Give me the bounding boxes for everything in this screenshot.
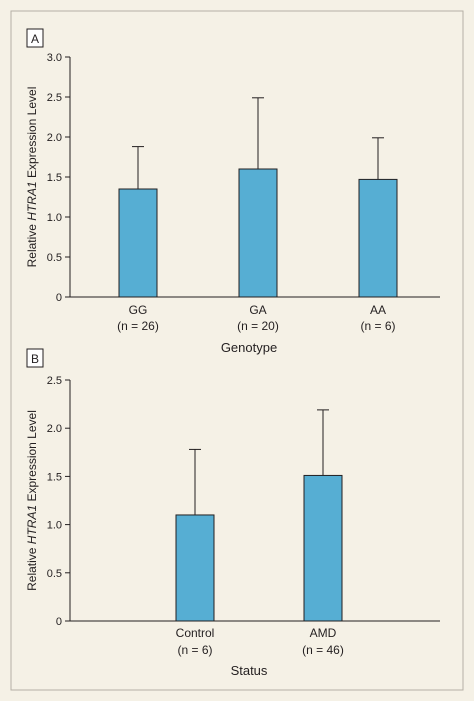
x-tick-label: GG — [129, 303, 148, 317]
x-tick-note: (n = 6) — [177, 643, 212, 657]
y-axis-label: Relative HTRA1 Expression Level — [25, 87, 39, 268]
y-axis-label-prefix: Relative — [25, 544, 39, 591]
bar-amd — [303, 474, 343, 622]
x-tick-label: Control — [176, 626, 215, 640]
y-tick-label: 3.0 — [47, 52, 62, 64]
bar-aa — [358, 178, 398, 298]
x-tick-note: (n = 26) — [117, 319, 159, 333]
panel-label-box — [26, 28, 44, 48]
y-axis-label-gene: HTRA1 — [25, 181, 39, 220]
x-tick-note: (n = 6) — [360, 319, 395, 333]
bar-ga — [238, 168, 278, 298]
y-tick-label: 1.0 — [47, 520, 62, 532]
y-axis-label-suffix: Expression Level — [25, 87, 39, 182]
y-tick-label: 2.5 — [47, 375, 62, 387]
bar-gg — [118, 188, 158, 298]
bar-control — [175, 514, 215, 622]
y-axis-label-prefix: Relative — [25, 221, 39, 268]
y-tick-label: 0.5 — [47, 568, 62, 580]
x-tick-label: AA — [370, 303, 386, 317]
y-tick-label: 0.5 — [47, 252, 62, 264]
panel-label: B — [31, 352, 39, 366]
x-tick-label: GA — [249, 303, 266, 317]
x-tick-label: AMD — [310, 626, 337, 640]
x-tick-note: (n = 20) — [237, 319, 279, 333]
y-tick-label: 0 — [56, 616, 62, 628]
x-axis-label: Genotype — [221, 340, 277, 355]
y-tick-label: 2.0 — [47, 423, 62, 435]
y-tick-label: 1.0 — [47, 212, 62, 224]
x-tick-note: (n = 46) — [302, 643, 344, 657]
panel-label: A — [31, 32, 39, 46]
y-axis-label: Relative HTRA1 Expression Level — [25, 410, 39, 591]
y-axis-label-gene: HTRA1 — [25, 505, 39, 544]
y-axis-label-suffix: Expression Level — [25, 410, 39, 505]
y-tick-label: 1.5 — [47, 471, 62, 483]
figure-border — [10, 10, 464, 691]
chart-panel-a: A 0 0.5 1.0 1.5 2.0 2.5 3.0 Relative HTRA1 Expre… — [25, 28, 440, 355]
y-tick-label: 1.5 — [47, 172, 62, 184]
chart-panel-b: B 0 0.5 1.0 1.5 2.0 2.5 Relative HTRA1 Expressi… — [25, 348, 440, 678]
panel-label-box — [26, 348, 44, 368]
y-tick-label: 2.0 — [47, 132, 62, 144]
y-tick-label: 2.5 — [47, 92, 62, 104]
y-tick-label: 0 — [56, 292, 62, 304]
x-axis-label: Status — [231, 663, 268, 678]
